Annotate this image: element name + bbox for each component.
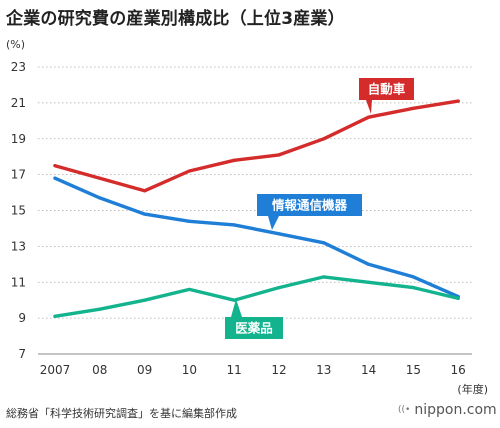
y-tick-label: 11	[11, 275, 26, 289]
x-tick-label: 14	[361, 363, 376, 377]
data-point	[411, 106, 415, 110]
x-tick-label: 09	[137, 363, 152, 377]
callout-pointer	[366, 100, 372, 114]
data-point	[411, 286, 415, 290]
data-point	[322, 241, 326, 245]
callout-pointer	[231, 299, 242, 317]
y-tick-label: 9	[18, 311, 26, 325]
data-point	[232, 223, 236, 227]
x-axis-label: (年度)	[457, 382, 488, 396]
data-point	[98, 176, 102, 180]
series-label: 医薬品	[235, 321, 273, 336]
data-point	[232, 158, 236, 162]
x-tick-label: 16	[451, 363, 466, 377]
data-point	[456, 99, 460, 103]
data-point	[187, 169, 191, 173]
data-point	[143, 212, 147, 216]
y-tick-label: 19	[11, 132, 26, 146]
data-point	[53, 176, 57, 180]
series-label: 情報通信機器	[272, 198, 348, 213]
callout-box	[257, 194, 362, 216]
chart-title: 企業の研究費の産業別構成比（上位3産業）	[6, 9, 345, 29]
y-tick-label: 17	[11, 168, 26, 182]
data-point	[53, 164, 57, 168]
brand-logo: ((• nippon.com	[398, 402, 497, 418]
data-point	[411, 275, 415, 279]
data-point	[143, 189, 147, 193]
x-axis-ticks: 2007 08 09 10 11 12 13 14 15 16	[40, 363, 466, 377]
data-point	[367, 115, 371, 119]
brand-name: nippon.com	[414, 402, 497, 418]
callout-box	[225, 317, 283, 339]
data-point	[277, 153, 281, 157]
data-point	[277, 286, 281, 290]
data-point	[187, 219, 191, 223]
series-line	[53, 275, 460, 318]
x-tick-label: 12	[271, 363, 286, 377]
radio-waves-icon: ((•	[398, 405, 411, 415]
x-tick-label: 2007	[40, 363, 71, 377]
series-lines	[53, 99, 460, 318]
data-point	[367, 280, 371, 284]
callout-box	[359, 78, 414, 100]
data-point	[367, 262, 371, 266]
y-axis-label: (%)	[6, 38, 25, 51]
data-point	[53, 314, 57, 318]
y-tick-label: 15	[11, 204, 26, 218]
x-tick-label: 15	[406, 363, 421, 377]
series-line	[53, 99, 460, 193]
series-label: 自動車	[368, 82, 406, 97]
data-point	[322, 275, 326, 279]
series-line	[53, 176, 460, 299]
y-tick-label: 21	[11, 96, 26, 110]
x-tick-label: 11	[227, 363, 242, 377]
data-point	[98, 196, 102, 200]
y-tick-label: 7	[18, 347, 26, 361]
x-tick-label: 10	[182, 363, 197, 377]
data-point	[322, 137, 326, 141]
y-axis-ticks: 7 9 11 13 15 17 19 21 23	[11, 60, 26, 361]
data-point	[232, 298, 236, 302]
y-tick-label: 13	[11, 239, 26, 253]
data-point	[187, 287, 191, 292]
data-point	[143, 298, 147, 302]
data-point	[277, 232, 281, 236]
x-tick-label: 13	[316, 363, 331, 377]
data-point	[456, 296, 460, 300]
callout-pointer	[268, 216, 279, 230]
y-tick-label: 23	[11, 60, 26, 74]
data-point	[98, 307, 102, 311]
x-tick-label: 08	[92, 363, 107, 377]
source-note: 総務省「科学技術研究調査」を基に編集部作成	[6, 407, 237, 420]
